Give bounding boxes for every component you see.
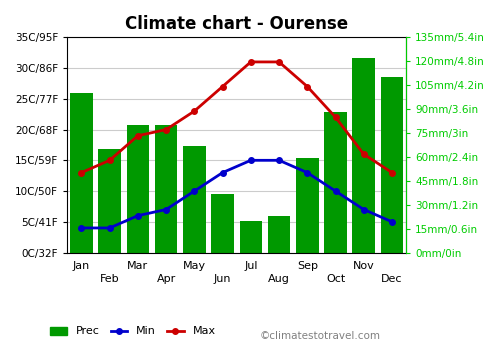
Bar [352,58,375,253]
Text: Jul: Jul [244,261,258,271]
Bar [98,149,121,253]
Text: Mar: Mar [128,261,148,271]
Bar [212,194,234,253]
Bar [296,159,318,253]
Bar [268,216,290,253]
Bar [183,146,206,253]
Text: ©climatestotravel.com: ©climatestotravel.com [260,331,381,341]
Bar [155,125,178,253]
Bar [324,112,347,253]
Text: Sep: Sep [297,261,318,271]
Text: Oct: Oct [326,274,345,284]
Text: Aug: Aug [268,274,290,284]
Bar [70,93,92,253]
Bar [240,220,262,253]
Bar [380,77,404,253]
Title: Climate chart - Ourense: Climate chart - Ourense [125,15,348,33]
Legend: Prec, Min, Max: Prec, Min, Max [46,322,220,341]
Text: Nov: Nov [353,261,374,271]
Text: Jan: Jan [73,261,90,271]
Text: Dec: Dec [381,274,402,284]
Text: May: May [183,261,206,271]
Text: Apr: Apr [156,274,176,284]
Text: Jun: Jun [214,274,232,284]
Bar [126,125,149,253]
Text: Feb: Feb [100,274,119,284]
